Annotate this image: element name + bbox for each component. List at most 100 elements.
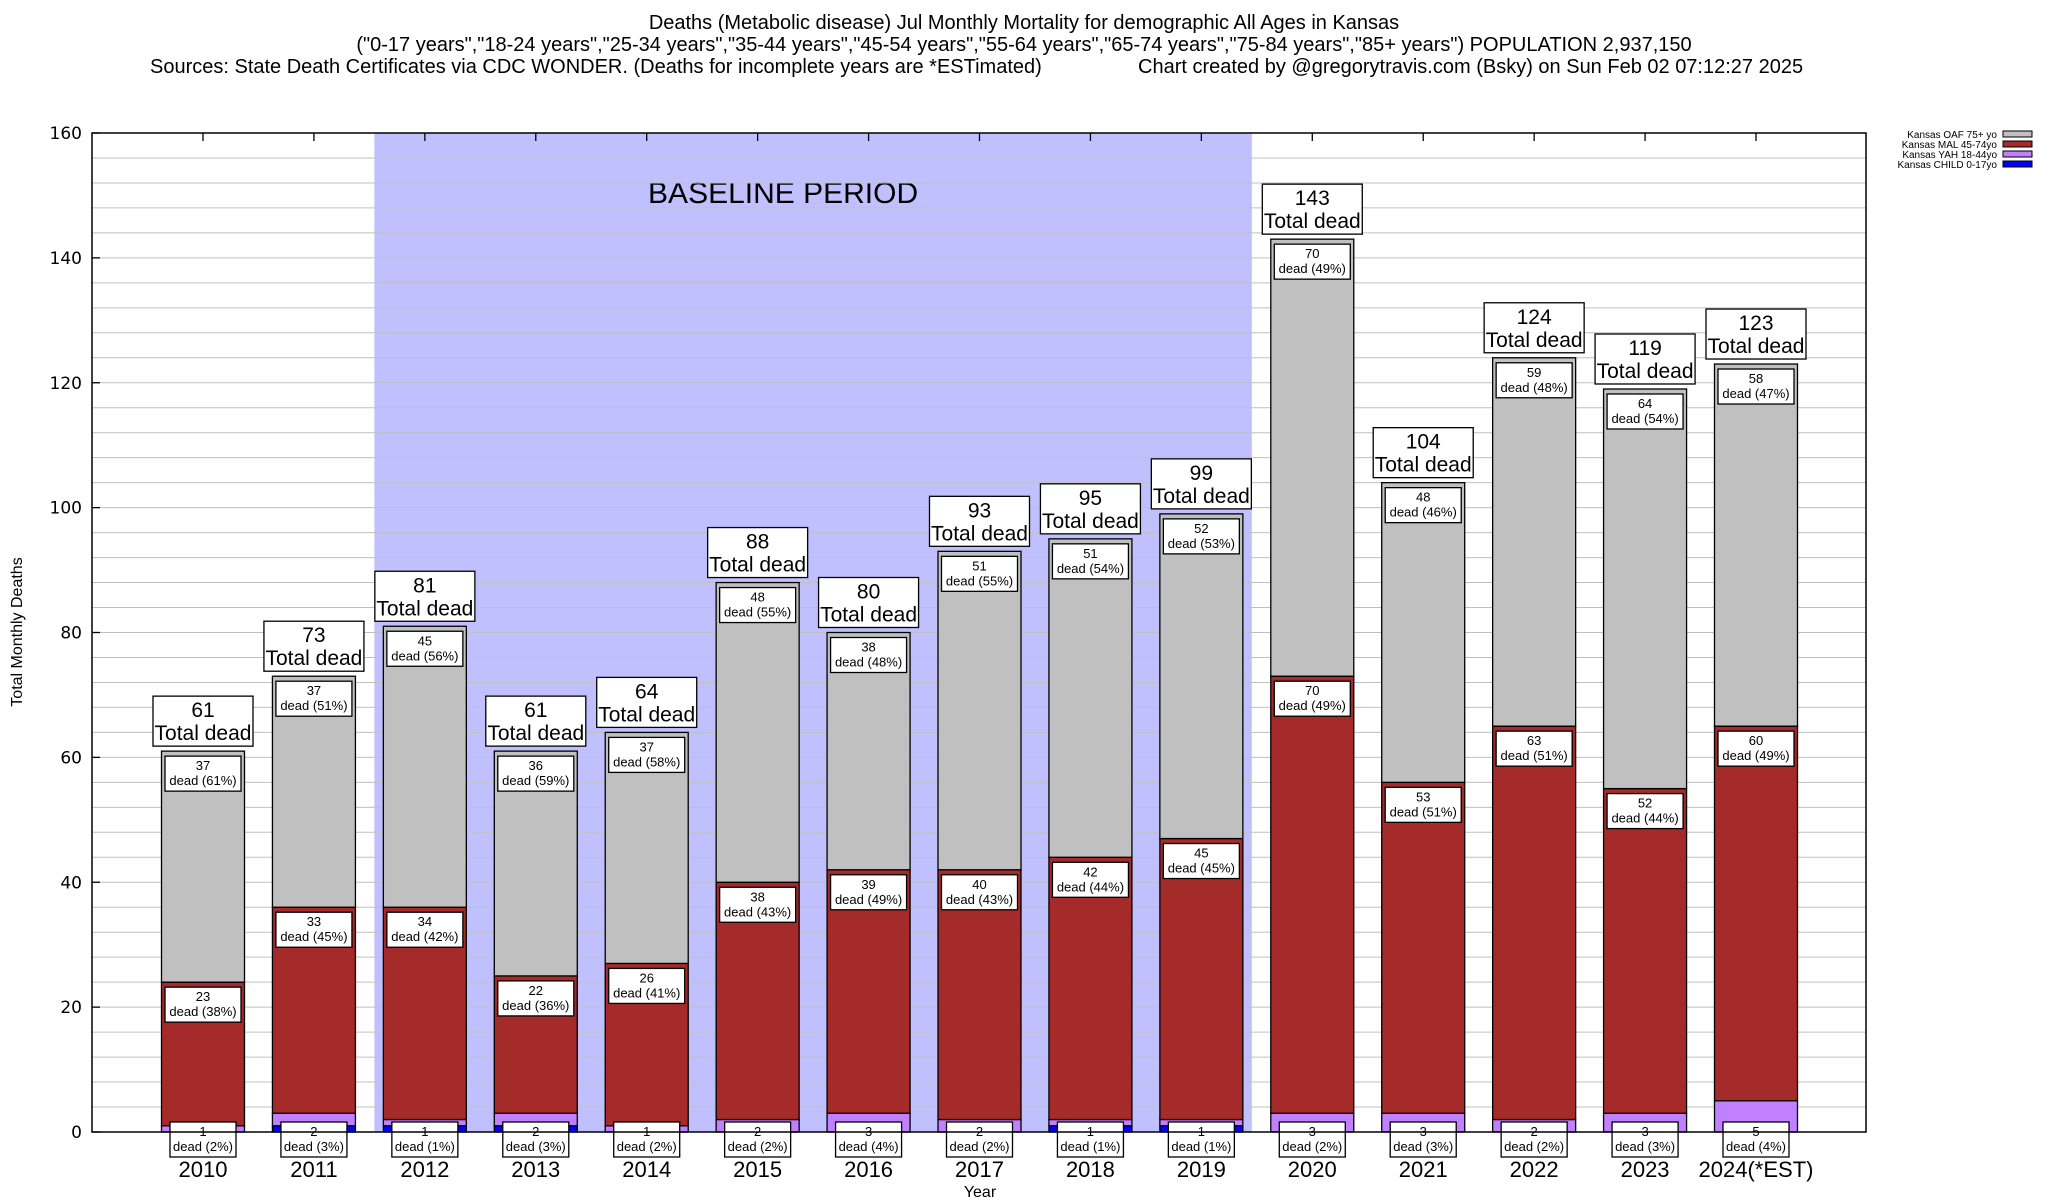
yah-label-0-box: [169, 1121, 237, 1158]
y-tick-label: 60: [60, 748, 82, 768]
legend-swatch-0: [2002, 130, 2033, 138]
oaf-label-3-value: 36: [529, 758, 543, 773]
mal-label-9-box: [1162, 842, 1241, 880]
x-tick-label: 2012: [400, 1157, 449, 1182]
oaf-label-13-value: 64: [1638, 396, 1652, 411]
total-label-value-12: 124: [1517, 306, 1552, 329]
yah-label-8-box: [1056, 1121, 1125, 1158]
mal-label-10-pct: dead (49%): [1279, 698, 1346, 713]
bar-segment-kansas-oaf-75-yo-2018: [1048, 538, 1133, 858]
legend-swatch-2: [2002, 150, 2033, 158]
oaf-label-7-value: 51: [972, 558, 986, 573]
x-tick-label: 2018: [1066, 1157, 1115, 1182]
mal-label-12-box: [1495, 730, 1573, 767]
mal-label-4-pct: dead (41%): [613, 985, 680, 1000]
oaf-label-2-pct: dead (56%): [391, 648, 458, 663]
mal-label-5-value: 38: [750, 889, 764, 904]
total-label-box-4: [596, 676, 698, 729]
yah-label-2-box: [391, 1121, 459, 1158]
oaf-label-0-value: 37: [196, 758, 210, 773]
oaf-label-14-box: [1717, 368, 1795, 405]
oaf-label-10-box: [1273, 243, 1351, 280]
oaf-label-12-box: [1495, 362, 1573, 399]
oaf-label-13-pct: dead (54%): [1611, 411, 1678, 426]
total-label-text-10: Total dead: [1264, 210, 1361, 233]
total-label-box-8: [1039, 483, 1142, 535]
bar-segment-kansas-oaf-75-yo-2023: [1602, 388, 1688, 790]
oaf-label-12-value: 59: [1527, 365, 1541, 380]
legend-label-0: Kansas OAF 75+ yo: [1907, 130, 1997, 141]
chart-sources: Sources: State Death Certificates via CD…: [150, 56, 1042, 78]
oaf-label-0-box: [164, 755, 242, 792]
mal-label-10-box: [1273, 680, 1351, 717]
bar-segment-kansas-oaf-75-yo-2020: [1270, 238, 1355, 677]
yah-label-0-pct: dead (2%): [173, 1139, 233, 1154]
oaf-label-4-pct: dead (58%): [613, 754, 680, 769]
total-label-text-12: Total dead: [1486, 329, 1583, 352]
legend-label-3: Kansas CHILD 0-17yo: [1898, 160, 1998, 171]
x-tick-label: 2016: [844, 1157, 893, 1182]
mal-label-6-box: [829, 874, 908, 911]
x-tick-label: 2019: [1177, 1157, 1226, 1182]
yah-label-13-box: [1611, 1121, 1679, 1158]
bar-segment-kansas-oaf-75-yo-2021: [1381, 481, 1466, 784]
x-tick-label: 2013: [511, 1157, 560, 1182]
mal-label-13-value: 52: [1638, 796, 1652, 811]
x-tick-label: 2021: [1399, 1157, 1448, 1182]
x-tick-label: 2014: [622, 1157, 671, 1182]
x-tick-label: 2015: [733, 1157, 782, 1182]
mal-label-0-pct: dead (38%): [169, 1004, 236, 1019]
y-tick-label: 120: [50, 374, 82, 394]
yah-label-4-box: [613, 1121, 681, 1158]
yah-label-11-pct: dead (3%): [1393, 1139, 1453, 1154]
mal-label-2-pct: dead (42%): [391, 929, 458, 944]
mal-label-3-value: 22: [529, 983, 543, 998]
oaf-label-6-pct: dead (48%): [835, 655, 902, 670]
yah-label-9-box: [1167, 1121, 1236, 1158]
mal-label-12-value: 63: [1527, 733, 1541, 748]
mal-label-4-box: [608, 967, 686, 1005]
total-label-value-11: 104: [1406, 431, 1441, 454]
x-tick-label: 2011: [290, 1157, 337, 1182]
chart-title: Deaths (Metabolic disease) Jul Monthly M…: [648, 12, 1400, 34]
x-tick-label: 2010: [179, 1157, 228, 1182]
legend-swatch-1: [2002, 140, 2033, 148]
oaf-label-8-value: 51: [1083, 546, 1097, 561]
mal-label-13-box: [1606, 792, 1684, 830]
y-axis-title: Total Monthly Deaths: [9, 557, 26, 706]
total-label-box-0: [152, 695, 254, 747]
total-label-text-14: Total dead: [1708, 335, 1805, 358]
oaf-label-4-box: [608, 736, 686, 774]
total-label-text-5: Total dead: [709, 554, 806, 577]
total-label-value-10: 143: [1295, 187, 1330, 210]
mal-label-0-value: 23: [196, 989, 210, 1004]
mal-label-14-box: [1717, 730, 1795, 767]
mal-label-12-pct: dead (51%): [1501, 748, 1568, 763]
total-label-box-11: [1372, 426, 1474, 479]
yah-label-7-box: [945, 1121, 1014, 1158]
total-label-box-1: [263, 620, 365, 672]
yah-label-13-pct: dead (3%): [1615, 1139, 1675, 1154]
oaf-label-7-box: [940, 555, 1019, 592]
total-label-text-3: Total dead: [487, 722, 584, 745]
total-label-text-7: Total dead: [931, 522, 1028, 545]
oaf-label-8-pct: dead (54%): [1057, 561, 1124, 576]
chart-subtitle-age-groups: ("0-17 years","18-24 years","25-34 years…: [356, 34, 1692, 56]
x-axis-title: Year: [964, 1184, 997, 1200]
legend-swatch-3: [2002, 160, 2033, 168]
bar-segment-kansas-oaf-75-yo-2015: [715, 581, 800, 883]
total-label-box-14: [1705, 308, 1807, 360]
total-label-value-3: 61: [524, 699, 547, 722]
yah-label-3-box: [502, 1121, 570, 1158]
mal-label-8-value: 42: [1083, 864, 1097, 879]
yah-label-12-pct: dead (2%): [1504, 1139, 1564, 1154]
mal-label-11-pct: dead (51%): [1390, 804, 1457, 819]
total-label-box-6: [817, 576, 920, 629]
yah-label-5-pct: dead (2%): [728, 1139, 788, 1154]
bar-segment-kansas-mal-45-74yo-2018: [1048, 856, 1133, 1121]
baseline-period-label: BASELINE PERIOD: [648, 177, 918, 210]
oaf-label-4-value: 37: [639, 739, 653, 754]
oaf-label-10-value: 70: [1305, 246, 1319, 261]
oaf-label-5-value: 48: [750, 590, 764, 605]
